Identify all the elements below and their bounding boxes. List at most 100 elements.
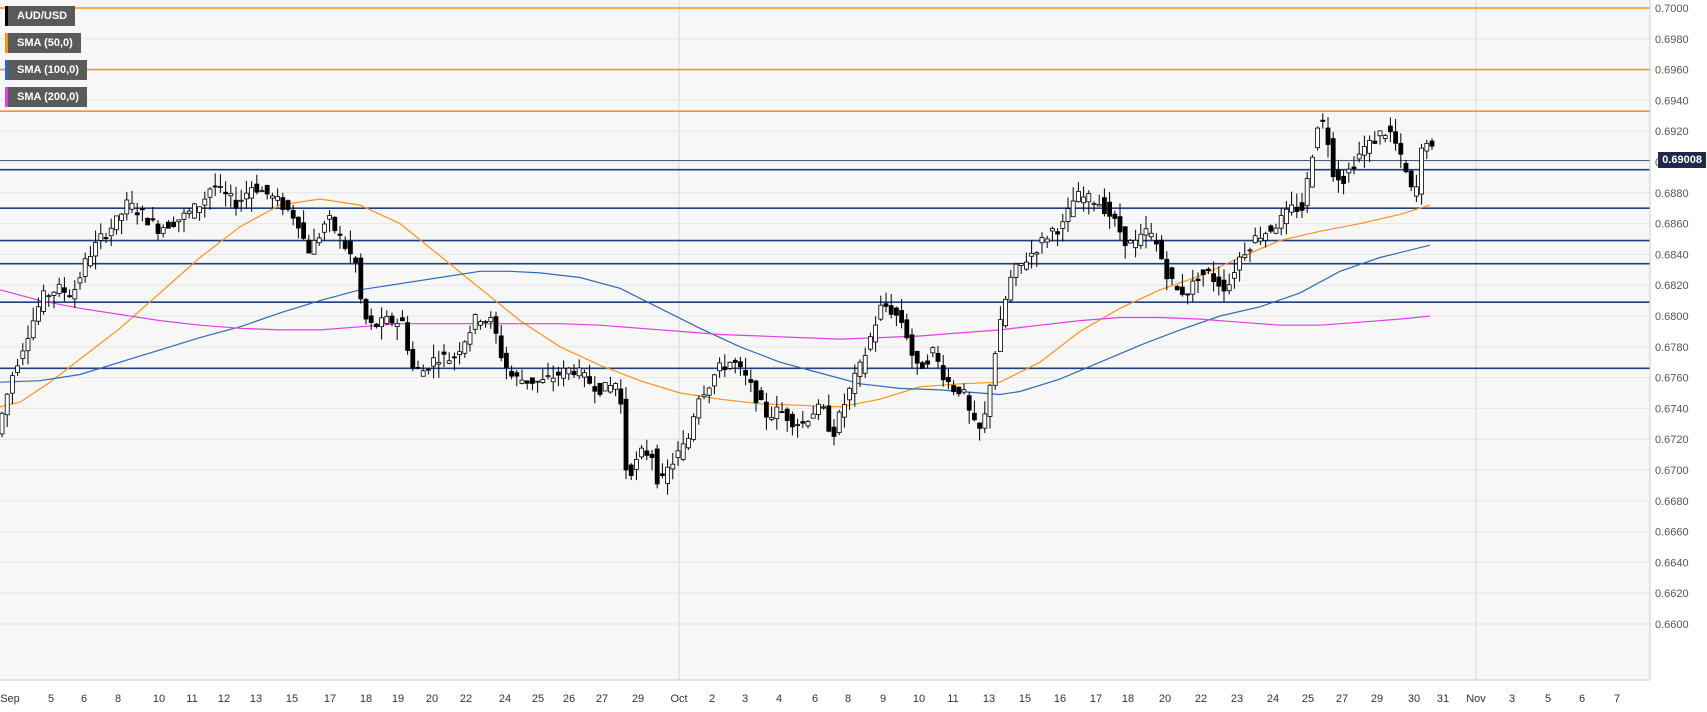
candle-down [779,411,785,414]
y-tick-label: 0.6780 [1655,342,1689,354]
candle-down [654,448,660,485]
candle-down [587,376,592,384]
candle-up [1237,256,1242,271]
candle-down [254,183,260,193]
candle-up [602,382,608,392]
candle-up [1050,228,1055,232]
candle-up [488,317,494,323]
y-tick-label: 0.6880 [1655,188,1689,200]
candle-down [1185,293,1190,296]
candle-down [1221,279,1227,292]
x-tick-label: 12 [218,693,230,705]
sma-line-1000 [0,244,1431,396]
candle-down [914,350,920,364]
candle-up [535,380,540,383]
candle-up [1273,227,1279,234]
candle-up [1148,232,1154,238]
candle-up [321,223,327,233]
candle-down [571,370,577,376]
legend-aud-usd[interactable]: AUD/USD [5,6,76,26]
x-tick-label: Nov [1466,693,1486,705]
candle-down [1294,206,1300,213]
candle-up [1232,272,1237,279]
candle-down [946,377,951,383]
candle-down [1216,276,1222,287]
candle-up [836,411,842,433]
y-tick-label: 0.6740 [1655,403,1689,415]
candle-up [1346,168,1352,174]
candle-down [660,473,665,476]
candle-up [56,283,62,294]
candle-down [441,351,447,355]
candle-up [467,332,473,345]
x-tick-label: 25 [1302,693,1314,705]
candle-up [774,406,780,420]
candle-down [1122,226,1128,247]
legend-sma-200[interactable]: SMA (200,0) [5,87,87,107]
candle-up [696,398,702,419]
candle-up [810,413,816,419]
candle-up [259,190,265,193]
x-tick-label: 22 [460,693,472,705]
candle-up [1377,130,1383,137]
candle-down [399,317,405,322]
candle-up [639,447,644,458]
candle-down [363,299,369,320]
candle-up [576,367,582,377]
y-tick-label: 0.6640 [1655,557,1689,569]
candle-up [706,387,712,396]
x-tick-label: 10 [153,693,165,705]
candles [0,113,1435,495]
candle-up [88,256,93,267]
x-tick-label: 6 [812,693,818,705]
candle-up [634,459,639,470]
candle-up [1424,142,1430,152]
candle-down [425,368,431,371]
candle-up [191,203,197,219]
x-tick-label: 7 [1614,693,1620,705]
candle-up [124,199,130,215]
current-price-badge: 0.69008 [1658,152,1706,169]
y-tick-label: 0.6620 [1655,588,1689,600]
x-tick-label: Oct [670,693,687,705]
candle-up [1226,284,1232,292]
candle-up [46,295,52,298]
candle-down [134,212,140,216]
candle-up [608,385,613,393]
candle-down [503,352,509,368]
candle-down [171,221,177,227]
candle-up [1284,208,1289,225]
legend-label-sma-200: SMA (200,0) [17,91,79,103]
y-tick-label: 0.6660 [1655,527,1689,539]
candle-up [1414,186,1419,197]
candle-up [82,258,88,277]
legend-sma-50[interactable]: SMA (50,0) [5,33,81,53]
candle-up [25,338,31,352]
candle-up [420,370,426,377]
candle-up [561,367,566,379]
candle-down [67,295,72,298]
candle-down [1159,239,1164,260]
candle-down [155,223,161,234]
candle-up [114,215,119,231]
candle-up [1024,261,1029,270]
candle-up [269,195,275,199]
candle-up [1076,190,1081,202]
candle-up [472,314,478,330]
candle-up [1252,235,1258,244]
candle-up [327,215,333,220]
candle-down [1372,140,1378,144]
candle-up [9,375,15,394]
x-tick-label: 25 [532,693,544,705]
legend-label-sma-100: SMA (100,0) [17,64,79,76]
x-tick-label: 17 [1090,693,1102,705]
x-tick-label: 15 [286,693,298,705]
candle-up [992,353,998,386]
x-tick-label: 11 [186,693,197,705]
candle-down [530,377,535,384]
candle-up [119,213,124,221]
legend-sma-100[interactable]: SMA (100,0) [5,60,87,80]
candle-down [1403,163,1409,173]
candle-down [233,199,239,209]
